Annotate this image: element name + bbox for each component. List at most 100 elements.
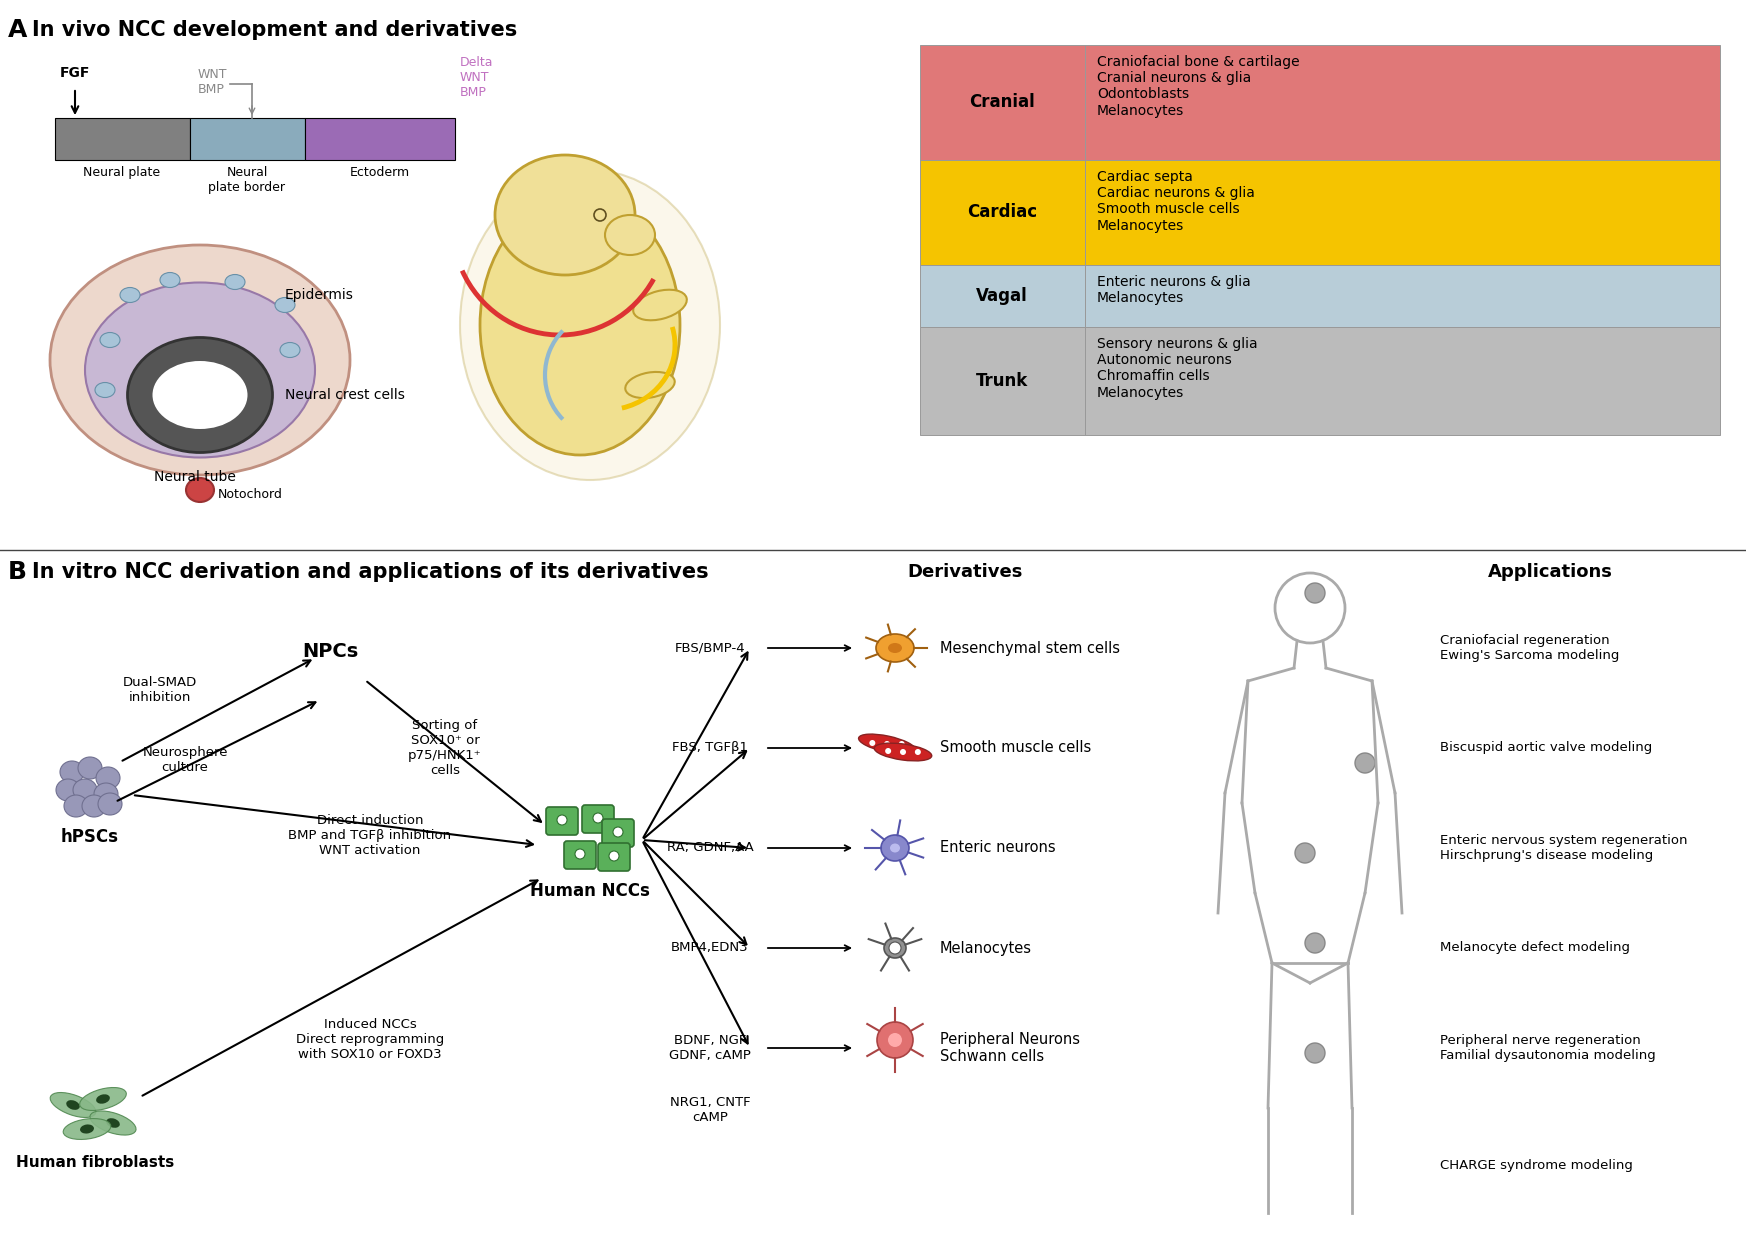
Bar bbox=[1084, 327, 1720, 436]
Ellipse shape bbox=[606, 215, 655, 255]
Ellipse shape bbox=[187, 478, 215, 502]
Circle shape bbox=[870, 740, 875, 747]
Text: Neural tube: Neural tube bbox=[154, 470, 236, 484]
Ellipse shape bbox=[65, 795, 87, 817]
Text: Ectoderm: Ectoderm bbox=[349, 167, 410, 179]
Ellipse shape bbox=[625, 371, 674, 399]
FancyBboxPatch shape bbox=[581, 805, 615, 833]
Ellipse shape bbox=[480, 195, 679, 455]
Ellipse shape bbox=[279, 343, 300, 358]
Text: NPCs: NPCs bbox=[302, 642, 358, 661]
Text: RA; GDNF,AA: RA; GDNF,AA bbox=[667, 842, 753, 854]
Ellipse shape bbox=[100, 332, 120, 348]
Ellipse shape bbox=[80, 1124, 94, 1134]
Ellipse shape bbox=[127, 338, 272, 453]
Text: Notochord: Notochord bbox=[218, 489, 283, 501]
Ellipse shape bbox=[91, 1111, 136, 1135]
Text: WNT: WNT bbox=[197, 68, 227, 81]
Ellipse shape bbox=[890, 844, 899, 853]
FancyBboxPatch shape bbox=[602, 819, 634, 847]
Ellipse shape bbox=[86, 283, 314, 458]
Text: CHARGE syndrome modeling: CHARGE syndrome modeling bbox=[1440, 1159, 1633, 1171]
Ellipse shape bbox=[94, 784, 119, 805]
Text: Craniofacial bone & cartilage
Cranial neurons & glia
Odontoblasts
Melanocytes: Craniofacial bone & cartilage Cranial ne… bbox=[1096, 56, 1299, 117]
Circle shape bbox=[609, 851, 620, 861]
Ellipse shape bbox=[152, 362, 248, 429]
Circle shape bbox=[1304, 933, 1325, 953]
Text: A: A bbox=[9, 19, 28, 42]
Text: BMP4,EDN3: BMP4,EDN3 bbox=[670, 942, 749, 955]
Circle shape bbox=[574, 849, 585, 859]
Text: Mesenchymal stem cells: Mesenchymal stem cells bbox=[939, 640, 1119, 655]
Bar bbox=[190, 118, 306, 160]
Ellipse shape bbox=[80, 1087, 126, 1111]
Ellipse shape bbox=[496, 155, 636, 275]
Text: Dual-SMAD
inhibition: Dual-SMAD inhibition bbox=[122, 676, 197, 705]
Circle shape bbox=[876, 1022, 913, 1058]
Text: Human fibroblasts: Human fibroblasts bbox=[16, 1155, 175, 1170]
Circle shape bbox=[889, 1033, 903, 1046]
Ellipse shape bbox=[63, 1118, 110, 1139]
Text: Biscuspid aortic valve modeling: Biscuspid aortic valve modeling bbox=[1440, 742, 1652, 754]
Text: Neurosphere
culture: Neurosphere culture bbox=[141, 747, 227, 774]
Circle shape bbox=[889, 942, 901, 954]
Ellipse shape bbox=[59, 761, 84, 784]
Ellipse shape bbox=[51, 1092, 96, 1118]
Text: In vivo NCC development and derivatives: In vivo NCC development and derivatives bbox=[31, 20, 517, 39]
Text: FBS/BMP-4: FBS/BMP-4 bbox=[674, 642, 746, 654]
Ellipse shape bbox=[889, 643, 903, 653]
FancyBboxPatch shape bbox=[546, 807, 578, 835]
Bar bbox=[56, 118, 190, 160]
Ellipse shape bbox=[876, 634, 913, 661]
FancyBboxPatch shape bbox=[597, 843, 630, 871]
Ellipse shape bbox=[96, 1095, 110, 1103]
Text: Delta: Delta bbox=[459, 56, 494, 69]
Text: Trunk: Trunk bbox=[976, 371, 1028, 390]
Ellipse shape bbox=[882, 835, 910, 861]
Circle shape bbox=[1304, 1043, 1325, 1062]
Bar bbox=[1084, 44, 1720, 160]
Ellipse shape bbox=[120, 288, 140, 302]
Circle shape bbox=[613, 827, 623, 837]
Text: Induced NCCs
Direct reprogramming
with SOX10 or FOXD3: Induced NCCs Direct reprogramming with S… bbox=[295, 1018, 443, 1061]
Text: Sorting of
SOX10⁺ or
p75/HNK1⁺
cells: Sorting of SOX10⁺ or p75/HNK1⁺ cells bbox=[409, 719, 482, 777]
Text: Enteric neurons & glia
Melanocytes: Enteric neurons & glia Melanocytes bbox=[1096, 275, 1250, 305]
Text: Vagal: Vagal bbox=[976, 288, 1028, 305]
Text: Neural
plate border: Neural plate border bbox=[208, 167, 286, 194]
Ellipse shape bbox=[66, 1101, 80, 1109]
Ellipse shape bbox=[56, 779, 80, 801]
Circle shape bbox=[899, 749, 906, 755]
Bar bbox=[920, 160, 1084, 265]
Circle shape bbox=[883, 740, 890, 747]
Text: hPSCs: hPSCs bbox=[61, 828, 119, 847]
Circle shape bbox=[885, 748, 890, 754]
Text: Direct induction
BMP and TGFβ inhibition
WNT activation: Direct induction BMP and TGFβ inhibition… bbox=[288, 813, 452, 856]
Ellipse shape bbox=[276, 297, 295, 312]
Ellipse shape bbox=[94, 383, 115, 397]
Text: Enteric neurons: Enteric neurons bbox=[939, 840, 1056, 855]
Text: Neural plate: Neural plate bbox=[84, 167, 161, 179]
Text: Sensory neurons & glia
Autonomic neurons
Chromaffin cells
Melanocytes: Sensory neurons & glia Autonomic neurons… bbox=[1096, 337, 1257, 400]
Circle shape bbox=[1304, 582, 1325, 603]
Circle shape bbox=[594, 813, 602, 823]
Text: Epidermis: Epidermis bbox=[285, 288, 354, 302]
Text: Applications: Applications bbox=[1488, 563, 1613, 581]
Text: BDNF, NGF
GDNF, cAMP: BDNF, NGF GDNF, cAMP bbox=[669, 1034, 751, 1062]
Text: Melanocytes: Melanocytes bbox=[939, 940, 1032, 955]
Text: Neural crest cells: Neural crest cells bbox=[285, 387, 405, 402]
Bar bbox=[1084, 265, 1720, 327]
Ellipse shape bbox=[634, 290, 686, 321]
Bar bbox=[1084, 160, 1720, 265]
Text: Human NCCs: Human NCCs bbox=[531, 882, 650, 900]
Text: Craniofacial regeneration
Ewing's Sarcoma modeling: Craniofacial regeneration Ewing's Sarcom… bbox=[1440, 634, 1619, 661]
Circle shape bbox=[899, 740, 904, 747]
Text: Cranial: Cranial bbox=[969, 93, 1035, 111]
Text: Peripheral nerve regeneration
Familial dysautonomia modeling: Peripheral nerve regeneration Familial d… bbox=[1440, 1034, 1655, 1062]
Bar bbox=[920, 327, 1084, 436]
Ellipse shape bbox=[98, 793, 122, 814]
Ellipse shape bbox=[459, 170, 719, 480]
Text: Cardiac septa
Cardiac neurons & glia
Smooth muscle cells
Melanocytes: Cardiac septa Cardiac neurons & glia Smo… bbox=[1096, 170, 1255, 232]
Text: Smooth muscle cells: Smooth muscle cells bbox=[939, 740, 1091, 755]
Circle shape bbox=[557, 814, 567, 826]
Text: In vitro NCC derivation and applications of its derivatives: In vitro NCC derivation and applications… bbox=[31, 561, 709, 582]
